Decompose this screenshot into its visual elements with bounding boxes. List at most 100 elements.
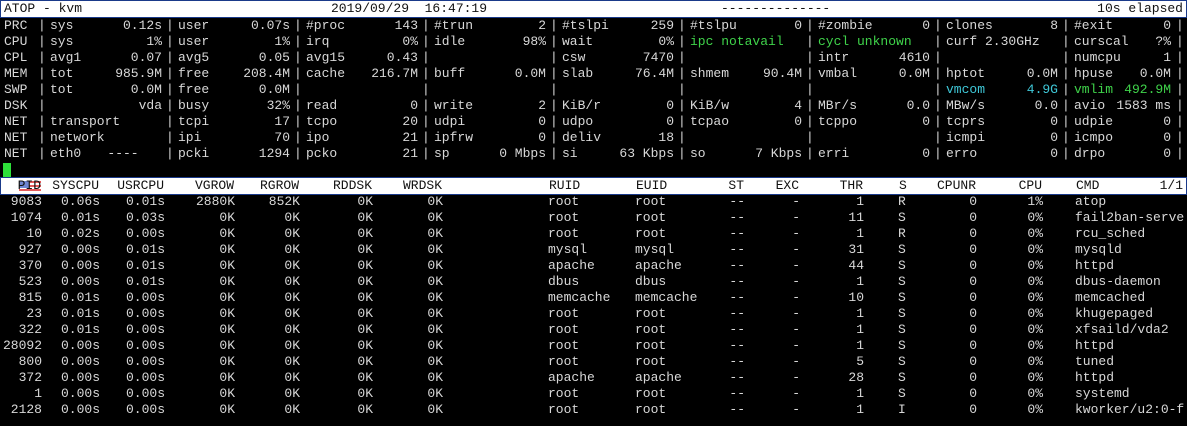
cell-s: S <box>898 370 906 385</box>
stat-value: 0.12s <box>122 18 162 33</box>
stat-cell: tcpi 17 <box>178 114 290 130</box>
cell-rgrow: 0K <box>284 306 300 321</box>
separator: | <box>806 34 814 49</box>
column-header-exc[interactable]: EXC <box>775 178 799 193</box>
column-header-rgrow[interactable]: RGROW <box>259 178 299 193</box>
column-header-wrdsk[interactable]: WRDSK <box>402 178 442 193</box>
stat-value: 259 <box>650 18 674 33</box>
cell-ruid: mysql <box>548 242 588 257</box>
cell-exc: - <box>792 274 800 289</box>
cell-thr: 10 <box>848 290 864 305</box>
stat-value: 0 <box>1163 130 1171 145</box>
cell-euid: root <box>635 338 667 353</box>
stat-cell: tcppo 0 <box>818 114 930 130</box>
process-row[interactable]: 372 0.00s 0.00s 0K 0K 0K 0K apache apache -- -28 S 0… <box>0 370 1187 386</box>
separator: | <box>678 18 686 33</box>
process-row[interactable]: 9083 0.06s 0.01s 2880K 852K 0K 0K root root -- -1 R… <box>0 194 1187 210</box>
separator: | <box>550 82 558 97</box>
stat-cell: clones 8 <box>946 18 1058 34</box>
cell-vgrow: 0K <box>219 322 235 337</box>
column-header-usrcpu[interactable]: USRCPU <box>117 178 164 193</box>
separator: | <box>422 66 430 81</box>
stat-cell: eth0 ---- <box>50 146 162 162</box>
cell-ruid: root <box>548 402 580 417</box>
column-header-s[interactable]: S <box>899 178 907 193</box>
process-row[interactable]: 322 0.01s 0.00s 0K 0K 0K 0K root root -- -1 S 0 0% xfs… <box>0 322 1187 338</box>
cell-rddsk: 0K <box>357 322 373 337</box>
process-row[interactable]: 523 0.00s 0.01s 0K 0K 0K 0K dbus dbus -- -1 S 0 0% dbu… <box>0 274 1187 290</box>
cell-usrcpu: 0.01s <box>125 242 165 257</box>
process-row[interactable]: 800 0.00s 0.00s 0K 0K 0K 0K root root -- -5 S 0 0% tun… <box>0 354 1187 370</box>
datetime: 2019/09/29 16:47:19 <box>331 1 488 16</box>
column-header-euid[interactable]: EUID <box>636 178 668 193</box>
column-header-vgrow[interactable]: VGROW <box>194 178 234 193</box>
stat-name: ipfrw <box>434 130 474 145</box>
cell-thr: 1 <box>856 194 864 209</box>
cell-cmd: tuned <box>1075 354 1115 369</box>
cell-st: -- <box>729 402 745 417</box>
cell-cpu: 0% <box>1027 370 1043 385</box>
cell-vgrow: 0K <box>219 274 235 289</box>
cell-euid: memcache <box>635 290 698 305</box>
stat-name: shmem <box>690 66 730 81</box>
stat-name: irq <box>306 34 330 49</box>
process-row[interactable]: 370 0.00s 0.01s 0K 0K 0K 0K apache apache -- -44 S 0… <box>0 258 1187 274</box>
stat-cell: ipo 21 <box>306 130 418 146</box>
stat-value: ?% <box>1155 34 1171 49</box>
separator: | <box>422 34 430 49</box>
column-header-thr[interactable]: THR <box>839 178 863 193</box>
column-header-cmd[interactable]: CMD <box>1076 178 1100 193</box>
cell-thr: 1 <box>856 338 864 353</box>
column-header-pid[interactable]: PID <box>17 178 41 193</box>
stat-value: 0 <box>1050 114 1058 129</box>
stat-name: tot <box>50 82 74 97</box>
cell-rgrow: 0K <box>284 258 300 273</box>
cell-cmd: httpd <box>1075 370 1115 385</box>
stat-value: 70 <box>274 130 290 145</box>
stat-cell: irq 0% <box>306 34 418 50</box>
stat-value: 0.43 <box>386 50 418 65</box>
cell-euid: root <box>635 194 667 209</box>
separator: | <box>1176 82 1184 97</box>
stat-cell: tcpao 0 <box>690 114 802 130</box>
cell-usrcpu: 0.00s <box>125 322 165 337</box>
stat-name: avio <box>1074 98 1106 113</box>
process-row[interactable]: 1074 0.01s 0.03s 0K 0K 0K 0K root root -- -11 S 0 0% f… <box>0 210 1187 226</box>
cell-syscpu: 0.00s <box>60 274 100 289</box>
elapsed: 10s elapsed <box>1097 1 1183 16</box>
process-row[interactable]: 10 0.02s 0.00s 0K 0K 0K 0K root root -- -1 R 0 0% rcu_… <box>0 226 1187 242</box>
cell-thr: 1 <box>856 386 864 401</box>
stat-name: deliv <box>562 130 602 145</box>
separator: | <box>166 130 174 145</box>
stat-cell: #trun 2 <box>434 18 546 34</box>
process-row[interactable]: 815 0.01s 0.00s 0K 0K 0K 0K memcache memcache -- -… <box>0 290 1187 306</box>
column-header-rddsk[interactable]: RDDSK <box>332 178 372 193</box>
process-row[interactable]: 1 0.00s 0.00s 0K 0K 0K 0K root root -- -1 S 0 0% syste… <box>0 386 1187 402</box>
stat-cell: so 7 Kbps <box>690 146 802 162</box>
column-header-ruid[interactable]: RUID <box>549 178 581 193</box>
cell-pid: 322 <box>18 322 42 337</box>
cell-vgrow: 0K <box>219 354 235 369</box>
stat-value: 1294 <box>258 146 290 161</box>
process-row[interactable]: 28092 0.00s 0.00s 0K 0K 0K 0K root root -- -1 S 0 0% h… <box>0 338 1187 354</box>
column-header-st[interactable]: ST <box>728 178 744 193</box>
stat-cell: avg1 0.07 <box>50 50 162 66</box>
column-header-cpu[interactable]: CPU <box>1018 178 1042 193</box>
process-row[interactable]: 23 0.01s 0.00s 0K 0K 0K 0K root root -- -1 S 0 0% khug… <box>0 306 1187 322</box>
stat-name: tcpo <box>306 114 338 129</box>
stat-name: free <box>178 82 210 97</box>
cell-cmd: systemd <box>1075 386 1130 401</box>
column-header-cpunr[interactable]: CPUNR <box>936 178 976 193</box>
cell-rgrow: 0K <box>284 290 300 305</box>
system-row-net: NET | | | | | | | | | | network ipi 70 ipo 21 ipfrw 0 deli… <box>0 130 1187 146</box>
process-row[interactable]: 927 0.00s 0.01s 0K 0K 0K 0K mysql mysql -- -31 S 0 0%… <box>0 242 1187 258</box>
cell-ruid: apache <box>548 370 595 385</box>
stat-name: #exit <box>1074 18 1114 33</box>
column-header-syscpu[interactable]: SYSCPU <box>52 178 99 193</box>
cell-exc: - <box>792 386 800 401</box>
stat-name: eth0 <box>50 146 82 161</box>
stat-name: clones <box>946 18 993 33</box>
row-label: CPL <box>4 50 28 65</box>
stat-value: 0.0 <box>906 98 930 113</box>
process-row[interactable]: 2128 0.00s 0.00s 0K 0K 0K 0K root root -- -1 I 0 0% kw… <box>0 402 1187 418</box>
